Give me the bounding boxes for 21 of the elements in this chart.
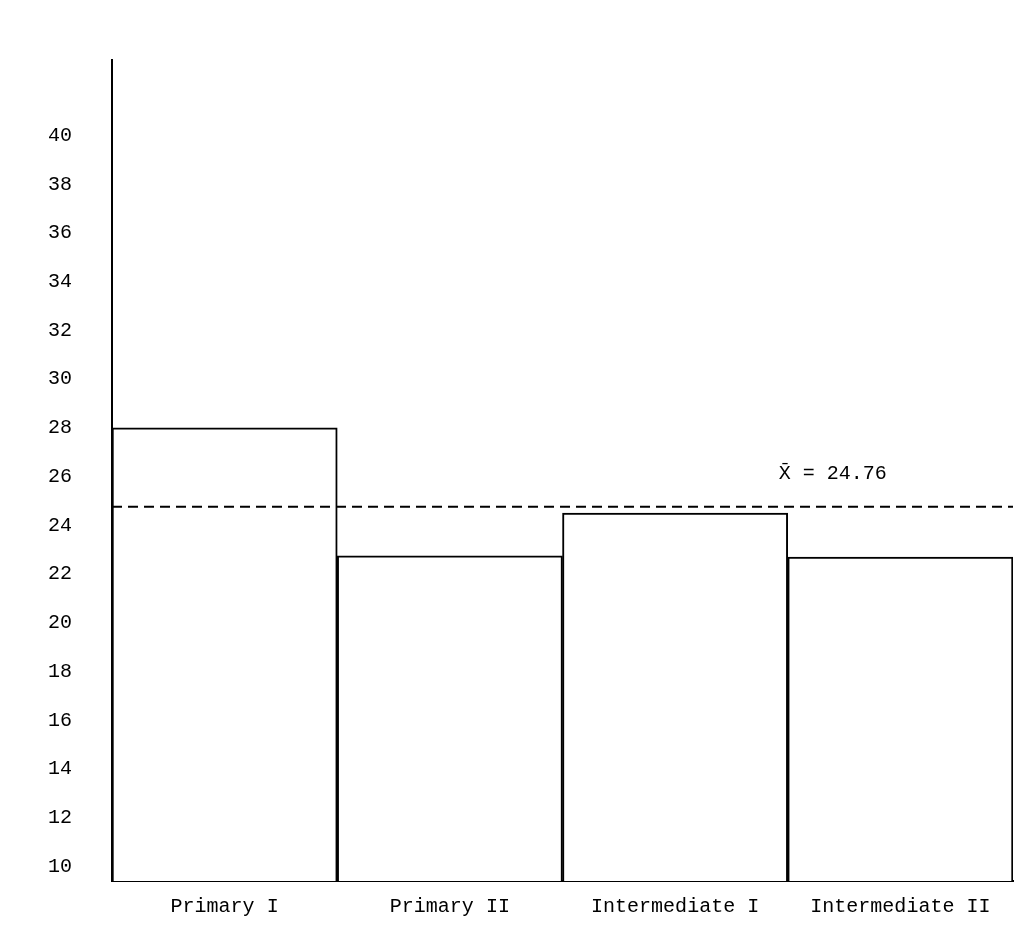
x-tick-label: Intermediate I: [591, 895, 760, 919]
y-tick-label: 26: [47, 464, 72, 488]
y-tick-label: 36: [47, 221, 72, 245]
y-tick-label: 40: [47, 123, 72, 147]
y-tick-label: 16: [47, 708, 72, 732]
ref-line-label: X̄ = 24.76: [778, 461, 887, 485]
y-tick-label: 32: [47, 318, 72, 342]
y-tick-label: 18: [47, 659, 72, 683]
y-tick-label: 24: [47, 513, 72, 537]
y-tick-label: 14: [47, 757, 72, 781]
y-tick-label: 28: [47, 416, 72, 440]
y-tick-label: 30: [47, 367, 72, 391]
y-tick-label: 22: [47, 562, 72, 586]
y-tick-label: 10: [47, 854, 72, 878]
y-tick-label: 34: [47, 269, 72, 293]
y-tick-label: 38: [47, 172, 72, 196]
y-tick-label: 20: [47, 611, 72, 635]
x-tick-label: Primary II: [389, 895, 510, 919]
x-tick-label: Intermediate II: [810, 895, 991, 919]
x-tick-label: Primary I: [170, 895, 279, 919]
y-tick-label: 12: [47, 805, 72, 829]
